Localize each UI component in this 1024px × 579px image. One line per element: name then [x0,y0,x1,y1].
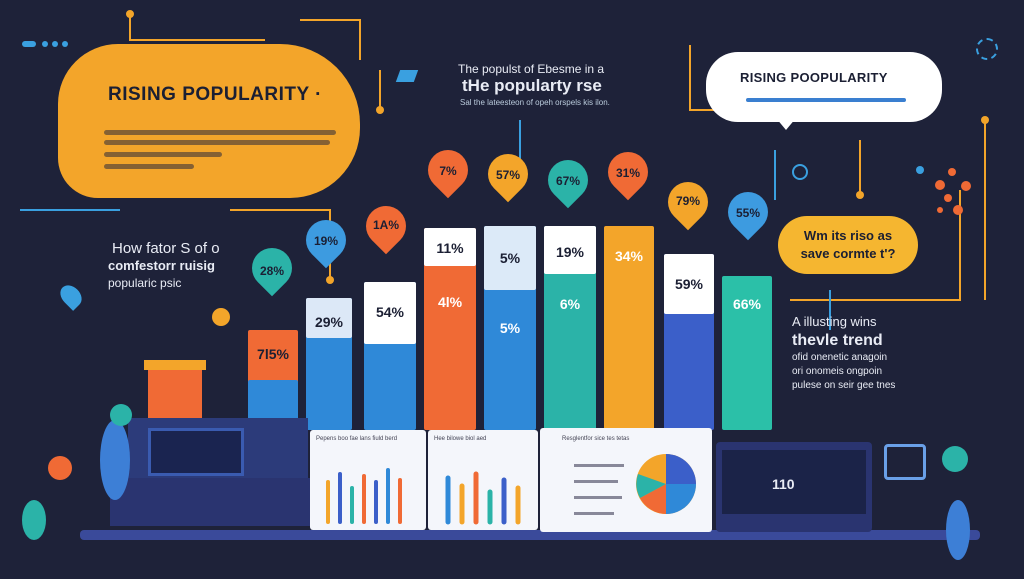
dot-icon [62,41,68,47]
chart-panel-mid: Hee bilowe biol aed [428,430,538,530]
monitor-right: 110 [716,442,872,532]
pie-chart [636,454,696,514]
bar-5-value: 5% [499,320,521,336]
dot-icon [42,41,48,47]
bar-6-top-value: 19% [555,244,585,260]
badge-icon [110,404,132,426]
bar-4-upper [424,228,476,266]
monitor-left [148,428,244,476]
left-text-line1: How fator S of o [112,240,220,257]
laptop-base [80,530,980,540]
panel-left-heading: Pepens boo fae lans fiuld berd [316,436,398,442]
chat-icon [942,446,968,472]
chart-panel-left: Pepens boo fae lans fiuld berd [310,430,426,530]
text-line [574,496,622,499]
bar-4-value: 4l% [437,294,463,310]
bar-3-upper [364,282,416,344]
right-text-line4: ori onomeis ongpoin [792,366,883,377]
headline-bubble: RISING POPULARITY · [58,44,360,198]
pin-3-value: 1A% [372,218,399,232]
bar-9-value: 66% [732,296,762,312]
bubble-tail [776,118,796,130]
top-center-line2: tHe popularty rse [462,76,602,95]
text-line [574,480,618,483]
panel-mid-heading: Hee bilowe biol aed [434,436,487,442]
pin-4-value: 7% [439,164,457,178]
bar-8-value: 59% [674,276,704,292]
mini-bar-chart [445,471,521,525]
text-line [574,512,614,515]
text-line [104,130,336,135]
monitor-right-value: 110 [772,476,795,492]
bar-9 [722,276,772,430]
text-line [574,464,624,467]
bar-3-value: 54% [375,304,405,320]
bar-6-upper [544,226,596,274]
bar-7 [604,226,654,430]
pin-5-value: 57% [495,168,521,182]
bar-7-value: 34% [614,248,644,264]
left-text-line2: comfestorr ruisig [108,258,215,273]
mini-bar-chart [326,468,402,524]
bar-2-upper [306,298,352,338]
bar-1-value: 7l5% [257,346,289,362]
headline-title: RISING POPULARITY · [108,84,322,105]
chart-panel-right: Resglentfor sice tes tetas [540,428,712,532]
pin-6-value: 67% [555,174,581,188]
pin-7-value: 31% [615,166,641,180]
right-text-line3: ofid onenetic anagoin [792,352,888,363]
dot-icon [22,41,36,47]
bar-6-value: 6% [559,296,581,312]
panel-right-heading: Resglentfor sice tes tetas [562,436,630,442]
lightbulb-icon [212,308,230,326]
right-text-line2: thevle trend [792,332,883,349]
monitor-right-screen [722,450,866,514]
leaf-icon [946,500,970,560]
top-center-line3: Sal the lateesteon of opeh orspels kis i… [460,98,610,107]
gift-box-icon [148,368,202,418]
bar-5-top-value: 5% [499,250,521,266]
bar-2-value: 29% [314,314,344,330]
text-line [104,164,194,169]
text-line [746,98,906,102]
base-left [110,478,310,526]
pin-1-value: 28% [259,264,285,278]
right-text-line1: A illusting wins [792,314,877,329]
flower-icon [48,456,72,480]
right-text-line5: pulese on seir gee tnes [792,380,896,391]
question-line1: Wm its riso as [803,228,893,243]
bar-5-upper [484,226,536,290]
text-line [104,152,222,157]
sparkle-icon [976,38,998,60]
gift-box-lid [144,360,206,370]
bar-8-upper [664,254,714,314]
plant-icon [22,500,46,540]
bar-4-top-value: 11% [436,240,464,256]
pin-8-value: 79% [675,194,701,208]
left-text-line3: popularic psic [108,276,182,290]
device-icon [884,444,926,480]
leaf-icon [100,420,130,500]
question-bubble: Wm its riso as save cormte t'? [778,216,918,274]
title-bubble-text: RISING POOPULARITY [740,70,888,85]
title-bubble: RISING POOPULARITY [706,52,942,130]
pin-9-value: 55% [735,206,761,220]
text-line [104,140,330,145]
pin-2-value: 19% [313,234,339,248]
top-center-line1: The populst of Ebesme in a [458,62,605,76]
question-line2: save cormte t'? [800,246,896,261]
dot-icon [52,41,58,47]
